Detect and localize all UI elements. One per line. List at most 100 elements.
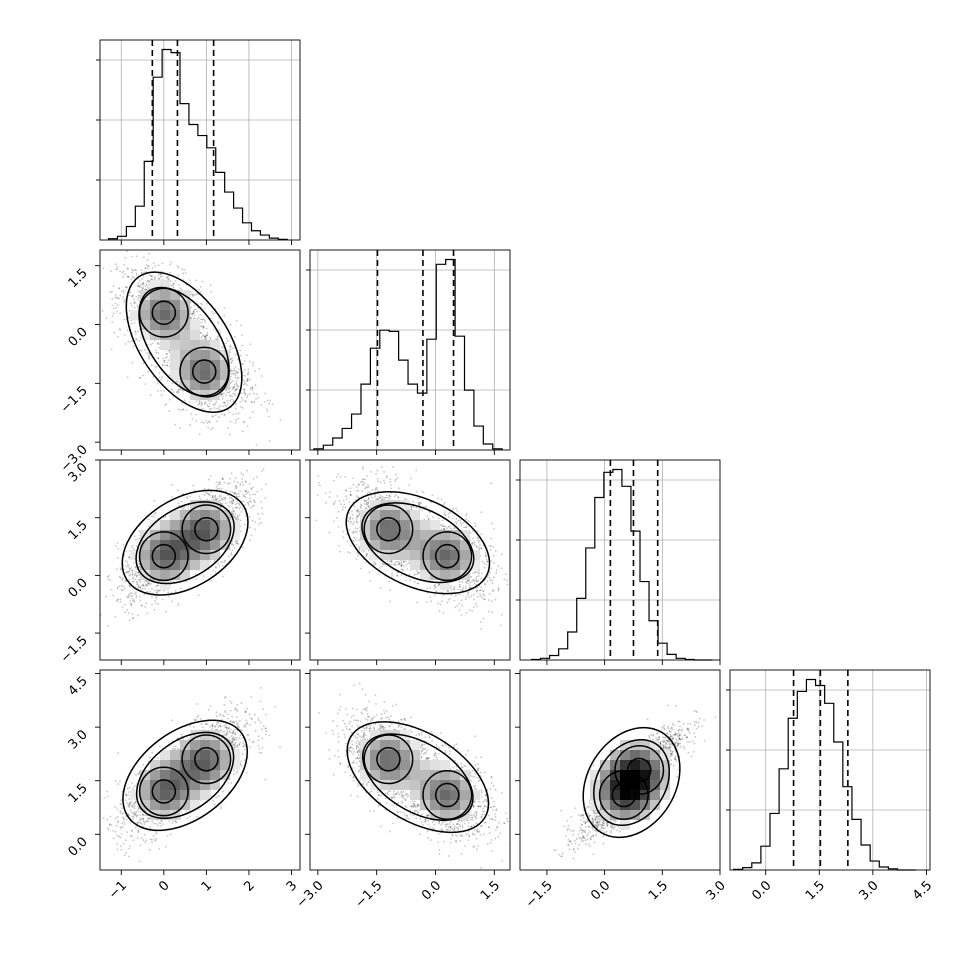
scatter-point [130,319,133,322]
density-cell [180,310,190,320]
scatter-point [135,337,137,340]
scatter-point [192,295,194,297]
density-cell [150,280,160,290]
scatter-point [192,312,195,314]
scatter-point [162,516,165,519]
scatter-point [142,282,145,285]
scatter-point [231,502,233,505]
scatter-point [123,263,126,266]
scatter-point [337,510,340,513]
scatter-point [254,493,257,496]
scatter-point [212,569,215,572]
scatter-point [250,386,253,389]
scatter-point [148,264,150,267]
density-cell [210,520,220,530]
scatter-point [260,403,263,406]
scatter-point [119,576,122,579]
scatter-point [146,258,149,261]
scatter-point [185,409,188,412]
scatter-point [229,490,232,493]
scatter-point [245,380,248,382]
scatter-point [166,361,169,364]
scatter-point [217,329,220,331]
scatter-point [119,270,121,273]
joint-frame [99,459,301,661]
scatter-point [203,402,206,405]
scatter-point [130,304,133,307]
scatter-point [128,294,131,297]
scatter-point [131,595,134,597]
scatter-point [132,276,135,279]
scatter-point [381,495,384,498]
scatter-point [237,481,239,484]
scatter-point [163,359,166,362]
scatter-point [136,298,139,301]
scatter-point [217,416,220,418]
scatter-point [149,584,151,586]
hist-step-line [107,48,288,240]
scatter-point [234,477,237,480]
scatter-point [242,363,244,366]
scatter-point [182,408,185,411]
density-cell [160,580,170,590]
scatter-point [123,299,126,302]
scatter-point [147,525,150,528]
scatter-point [126,596,129,598]
scatter-point [238,514,241,516]
scatter-point [124,611,127,613]
scatter-point [133,599,135,601]
scatter-point [357,552,359,555]
scatter-point [176,390,179,393]
scatter-point [116,586,119,588]
scatter-point [135,255,138,258]
scatter-point [200,321,203,324]
scatter-point [231,395,234,398]
scatter-point [388,563,391,565]
scatter-point [114,294,117,296]
scatter-point [163,361,166,364]
scatter-point [115,568,118,571]
contour-outer-1_5sigma [138,286,230,398]
scatter-point [210,579,212,582]
scatter-point [235,412,238,415]
scatter-point [151,267,154,269]
density-cell [200,520,210,530]
scatter-point [204,335,206,338]
scatter-point [129,599,132,602]
scatter-point [217,335,220,338]
scatter-point [250,506,252,509]
scatter-point [134,269,137,271]
scatter-point [235,320,238,322]
scatter-point [133,300,136,303]
scatter-point [236,516,239,519]
scatter-point [200,408,203,411]
density-cell [220,370,230,380]
scatter-point [130,603,133,606]
scatter-point [345,498,348,500]
scatter-point [181,389,184,392]
scatter-point [244,523,246,526]
scatter-point [210,407,213,410]
scatter-point [221,397,224,400]
scatter-point [199,291,202,293]
scatter-point [234,541,237,543]
scatter-point [216,321,219,323]
scatter-point [212,415,215,417]
scatter-point [215,498,218,501]
scatter-point [397,496,400,498]
scatter-point [189,495,192,498]
density-cell [180,340,190,350]
scatter-point [136,583,138,586]
scatter-point [246,491,249,494]
scatter-point [243,391,246,394]
scatter-point [197,594,200,597]
scatter-point [325,502,327,504]
hist-frame [99,39,301,241]
scatter-point [232,500,235,502]
scatter-point [177,408,180,411]
scatter-point [262,468,265,471]
density-cell [230,520,240,530]
scatter-point [255,393,258,395]
scatter-point [171,284,174,287]
scatter-point [245,384,248,387]
